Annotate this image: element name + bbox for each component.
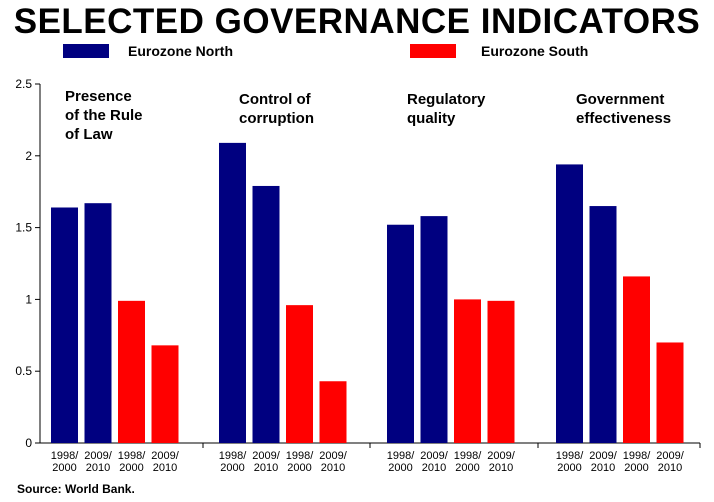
group-label: corruption — [239, 110, 314, 127]
group-label: quality — [407, 110, 456, 127]
x-tick-label: 1998/ — [454, 450, 482, 462]
bar — [51, 207, 78, 443]
bar — [589, 206, 617, 443]
x-tick-label: 2009/ — [420, 450, 448, 462]
group-label: effectiveness — [576, 110, 671, 127]
x-tick-label: 2009/ — [84, 450, 112, 462]
group-label: Presence — [65, 88, 132, 105]
y-tick-label: 2.5 — [15, 77, 32, 91]
group-label: Government — [576, 91, 664, 108]
x-tick-label: 2010 — [591, 462, 615, 474]
x-tick-label: 2009/ — [487, 450, 515, 462]
x-tick-label: 2010 — [254, 462, 278, 474]
y-tick-label: 2 — [25, 149, 32, 163]
bar — [623, 276, 650, 443]
x-tick-label: 2010 — [153, 462, 177, 474]
legend-swatch — [410, 44, 456, 58]
bar — [319, 381, 347, 443]
y-tick-label: 1 — [25, 292, 32, 306]
bar — [286, 305, 313, 443]
y-tick-label: 0.5 — [15, 364, 32, 378]
x-tick-label: 2010 — [321, 462, 345, 474]
bar — [219, 142, 246, 443]
x-tick-label: 2000 — [220, 462, 244, 474]
bar — [252, 185, 280, 443]
x-tick-label: 2009/ — [151, 450, 179, 462]
bar — [151, 345, 179, 443]
x-tick-label: 2000 — [557, 462, 581, 474]
legend-label: Eurozone North — [128, 43, 233, 59]
group-label: of Law — [65, 126, 113, 143]
y-tick-label: 1.5 — [15, 221, 32, 235]
x-tick-label: 2000 — [455, 462, 479, 474]
bar — [84, 203, 112, 443]
x-tick-label: 1998/ — [219, 450, 247, 462]
x-tick-label: 2000 — [287, 462, 311, 474]
x-tick-label: 2010 — [422, 462, 446, 474]
x-tick-label: 1998/ — [623, 450, 651, 462]
source-note: Source: World Bank. — [17, 482, 135, 496]
x-tick-label: 1998/ — [118, 450, 146, 462]
legend-label: Eurozone South — [481, 43, 588, 59]
x-tick-label: 2010 — [489, 462, 513, 474]
x-tick-label: 1998/ — [387, 450, 415, 462]
x-tick-label: 2000 — [52, 462, 76, 474]
bar — [387, 224, 414, 443]
group-label: Control of — [239, 91, 312, 108]
x-tick-label: 2000 — [388, 462, 412, 474]
chart-title: SELECTED GOVERNANCE INDICATORS — [13, 2, 701, 41]
bar — [656, 342, 684, 443]
x-tick-label: 2000 — [119, 462, 143, 474]
group-label: Regulatory — [407, 91, 486, 108]
bar — [556, 164, 583, 443]
x-tick-label: 1998/ — [51, 450, 79, 462]
bar — [454, 299, 481, 443]
x-tick-label: 2009/ — [252, 450, 280, 462]
x-tick-label: 2009/ — [656, 450, 684, 462]
bar — [487, 300, 515, 443]
bar — [420, 216, 448, 443]
category-labels: Presence of the Rule of Law 1998/2000 2009/2… — [51, 88, 685, 474]
x-tick-label: 2009/ — [589, 450, 617, 462]
x-tick-label: 2010 — [658, 462, 682, 474]
bars — [51, 142, 684, 443]
bar — [118, 300, 145, 443]
x-tick-label: 2010 — [86, 462, 110, 474]
y-tick-label: 0 — [25, 436, 32, 450]
group-label: of the Rule — [65, 107, 143, 124]
x-tick-label: 1998/ — [556, 450, 584, 462]
x-tick-label: 2009/ — [319, 450, 347, 462]
x-tick-label: 2000 — [624, 462, 648, 474]
legend: Eurozone North Eurozone South — [63, 43, 588, 59]
legend-swatch — [63, 44, 109, 58]
x-tick-label: 1998/ — [286, 450, 314, 462]
